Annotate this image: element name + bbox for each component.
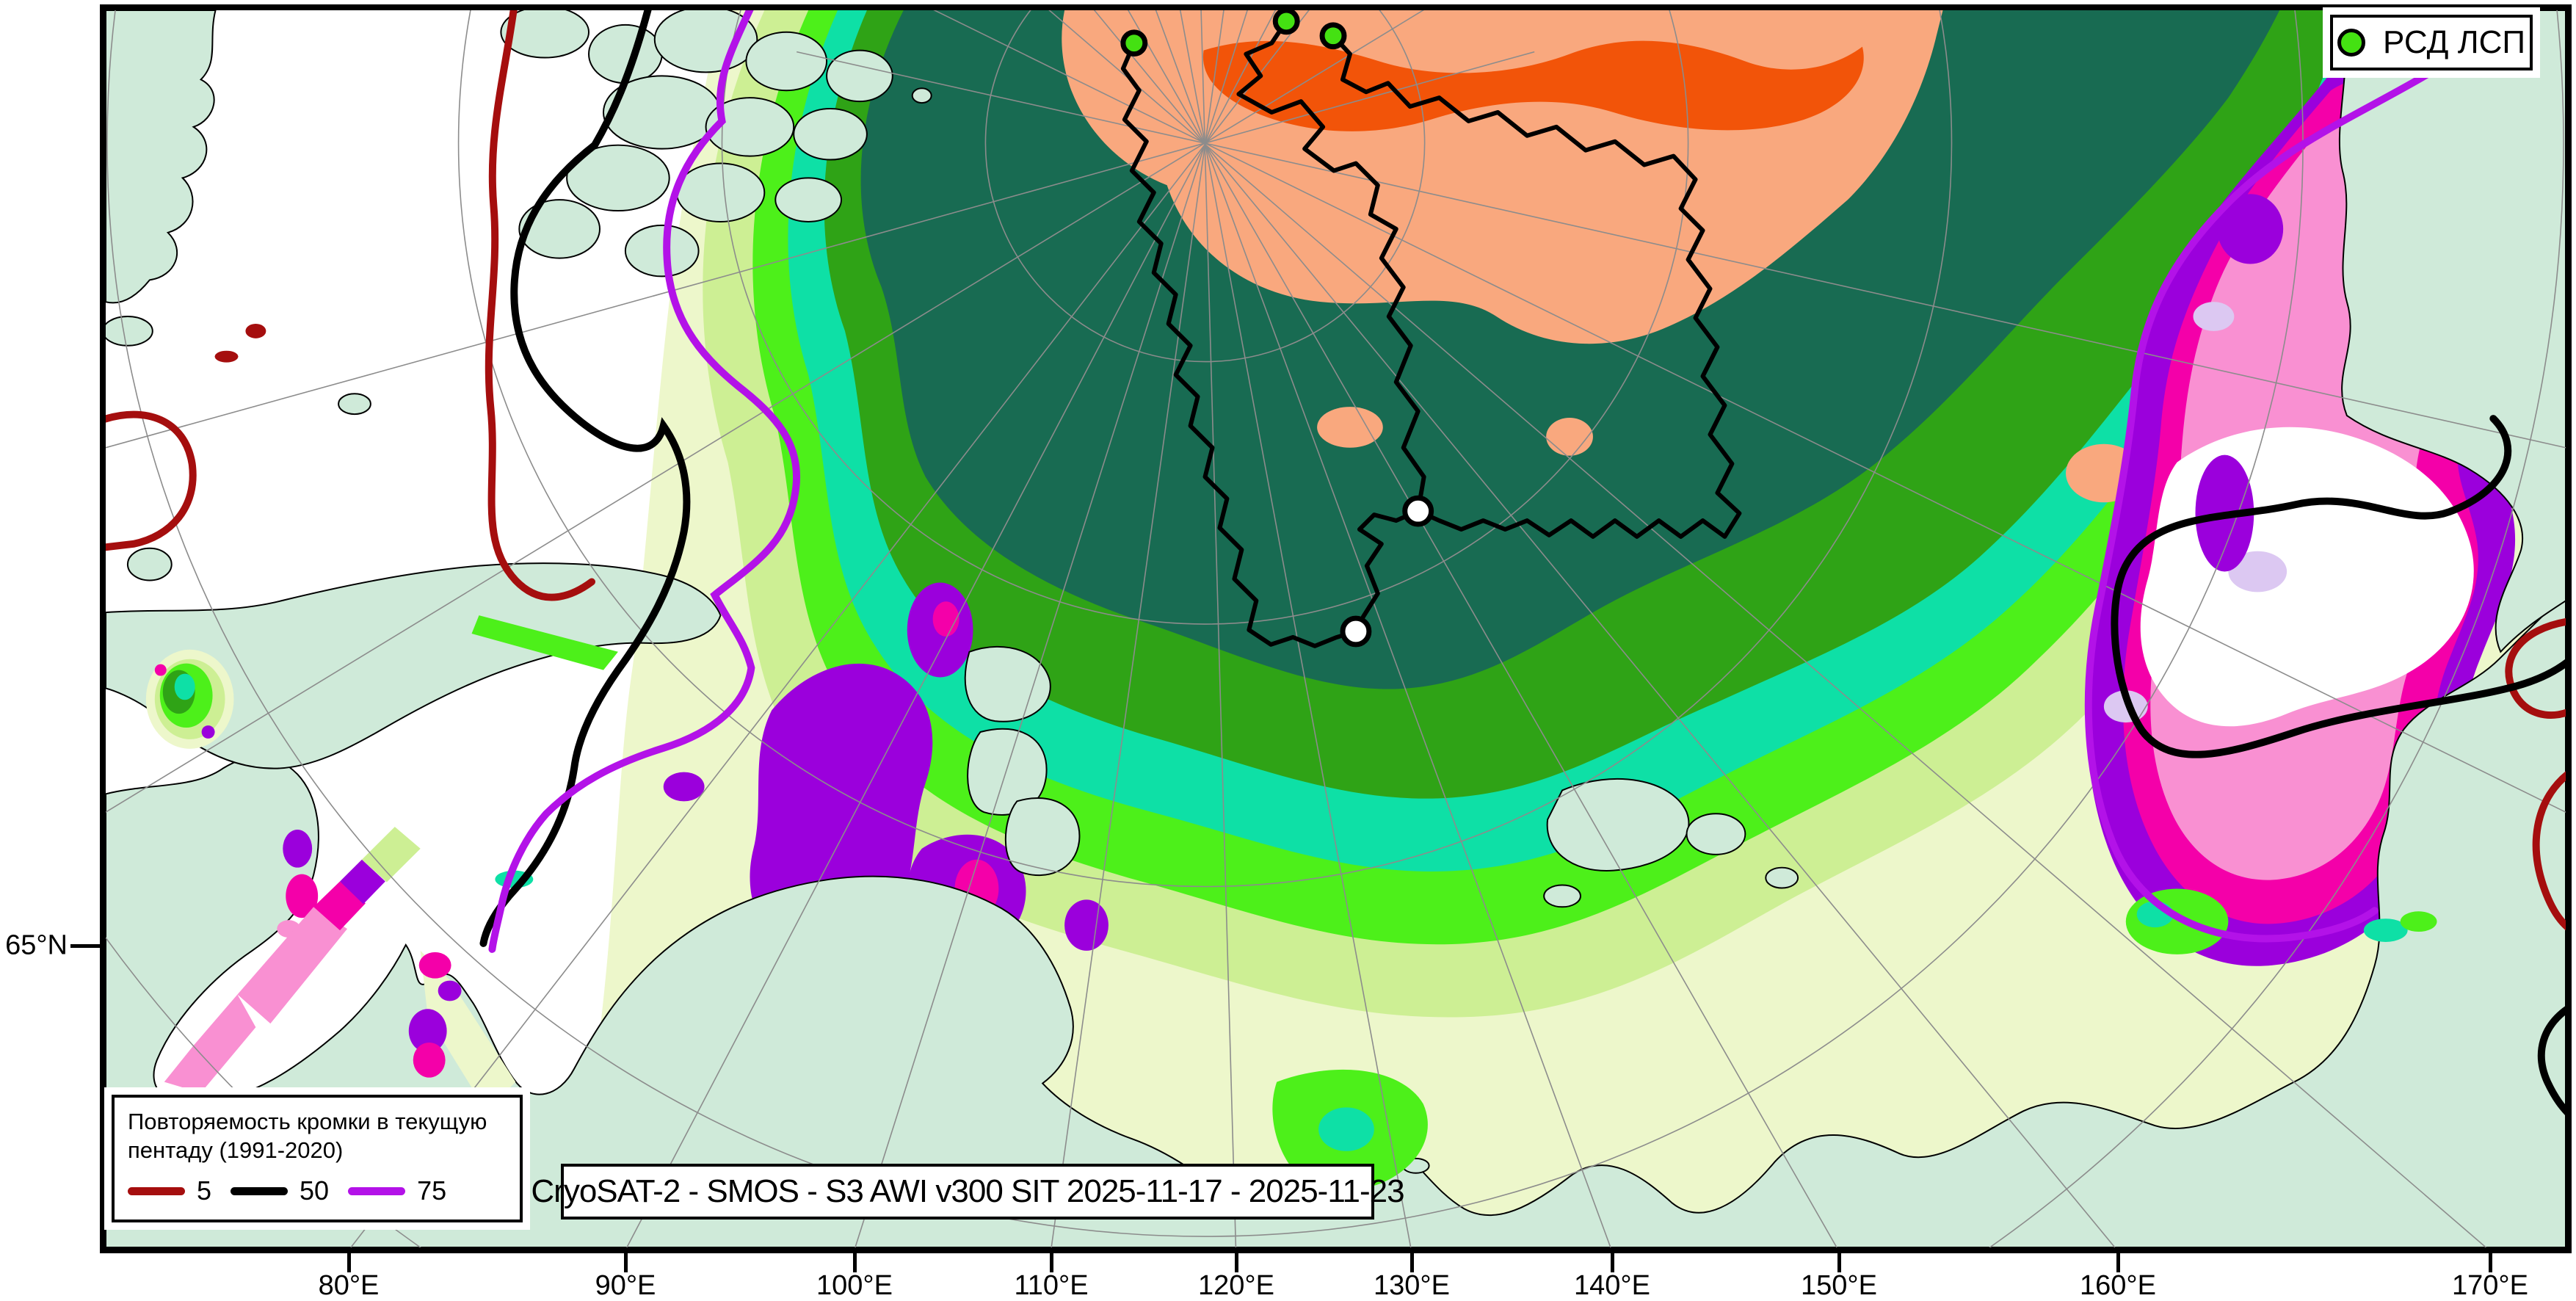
buoy-markers [1340, 495, 1434, 648]
x-tick-label: 130°E [1374, 1270, 1450, 1301]
x-tick-label: 100°E [816, 1270, 893, 1301]
x-tick [1050, 1253, 1053, 1272]
contour-legend-value: 50 [300, 1175, 330, 1206]
contour-legend-item: 75 [348, 1175, 446, 1206]
x-tick-label: 160°E [2080, 1270, 2156, 1301]
x-tick-label: 170°E [2452, 1270, 2528, 1301]
station-marker-icon [2337, 29, 2366, 57]
y-tick [70, 944, 103, 948]
x-tick [2489, 1253, 2492, 1272]
buoy-marker [1402, 495, 1434, 527]
drift-station-marker [1272, 10, 1300, 35]
buoy-marker [1340, 615, 1372, 648]
x-tick [624, 1253, 628, 1272]
x-tick [1410, 1253, 1414, 1272]
x-tick [853, 1253, 857, 1272]
contour-line-swatch [231, 1186, 289, 1195]
station-legend-label: РСД ЛСП [2383, 24, 2525, 60]
graticule [106, 10, 2566, 1247]
drift-station-marker [1319, 22, 1347, 50]
title-box: CryoSAT-2 - SMOS - S3 AWI v300 SIT 2025-… [531, 1164, 1405, 1220]
contour-50 [479, 10, 2566, 1117]
x-tick-label: 150°E [1801, 1270, 1877, 1301]
x-tick-label: 110°E [1014, 1270, 1089, 1301]
x-tick [1611, 1253, 1614, 1272]
contour-legend-title-line2: пентаду (1991-2020) [128, 1137, 344, 1163]
y-tick-label: 65°N [5, 929, 68, 961]
ice-edge-contours [106, 10, 2566, 1117]
x-tick-label: 90°E [595, 1270, 656, 1301]
drift-station-markers [1120, 10, 1347, 57]
contour-legend-item: 5 [128, 1175, 211, 1206]
contour-legend: Повторяемость кромки в текущую пентаду (… [104, 1087, 530, 1230]
x-tick [1837, 1253, 1841, 1272]
x-tick [347, 1253, 351, 1272]
x-tick-label: 140°E [1574, 1270, 1650, 1301]
contour-line-swatch [348, 1186, 406, 1195]
drift-station-marker [1120, 29, 1148, 57]
contour-legend-item: 50 [231, 1175, 329, 1206]
drift-tracks [1120, 20, 1742, 648]
contour-legend-value: 5 [197, 1175, 212, 1206]
coastal-ice-patches [145, 323, 2437, 1200]
contour-legend-title-line1: Повторяемость кромки в текущую [128, 1109, 487, 1134]
contour-75 [488, 10, 2439, 953]
contour-line-swatch [128, 1186, 185, 1195]
contour-legend-items: 5 50 75 [128, 1175, 507, 1209]
map-title: CryoSAT-2 - SMOS - S3 AWI v300 SIT 2025-… [531, 1173, 1404, 1209]
x-tick-label: 120°E [1198, 1270, 1274, 1301]
x-tick [1235, 1253, 1238, 1272]
map-frame [100, 4, 2572, 1253]
x-tick [2116, 1253, 2120, 1272]
x-tick-label: 80°E [318, 1270, 380, 1301]
contour-legend-value: 75 [417, 1175, 447, 1206]
station-legend: РСД ЛСП [2323, 7, 2540, 78]
arctic-sea-ice-map [106, 10, 2566, 1247]
